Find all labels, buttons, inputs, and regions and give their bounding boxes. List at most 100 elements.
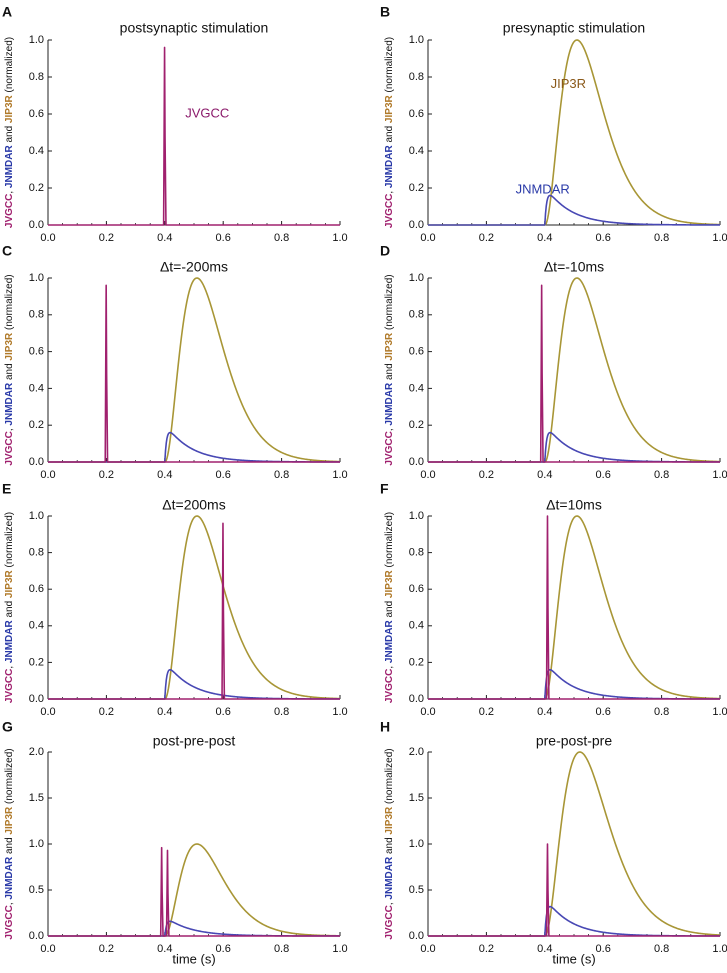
x-axis-label: time (s) [172,951,215,966]
y-label-part: (normalized) [384,274,395,332]
y-axis-label: JVGCC, JNMDAR and JIP3R (normalized) [4,37,15,228]
y-label-part: JVGCC [4,194,15,228]
x-tick-label: 0.2 [99,943,114,955]
y-tick-label: 2.0 [29,746,44,758]
y-tick-label: 0.4 [29,620,44,632]
y-axis-label: JVGCC, JNMDAR and JIP3R (normalized) [384,274,395,465]
y-label-part: , [4,900,15,906]
x-tick-label: 0.2 [99,706,114,718]
x-tick-label: 0.6 [216,706,231,718]
x-tick-label: 1.0 [712,469,727,481]
y-label-part: (normalized) [384,748,395,806]
y-label-part: (normalized) [384,512,395,570]
x-tick-label: 0.8 [274,706,289,718]
x-tick-label: 0.8 [654,706,669,718]
y-label-part: , [384,188,395,194]
y-label-part: and [4,835,15,857]
y-tick-label: 0.0 [29,930,44,942]
y-axis-label: JVGCC, JNMDAR and JIP3R (normalized) [4,512,15,703]
series-jvgcc [428,284,720,463]
annotation-jip3r: JIP3R [551,76,586,91]
y-label-part: JNMDAR [4,145,15,189]
y-label-part: (normalized) [4,748,15,806]
y-label-part: , [384,663,395,669]
y-tick-label: 0.6 [409,346,424,358]
y-tick-label: 0.2 [29,182,44,194]
x-tick-label: 0.0 [420,706,435,718]
y-tick-label: 0.2 [29,656,44,668]
y-tick-label: 1.0 [409,838,424,850]
x-tick-label: 0.6 [596,232,611,244]
y-label-part: JIP3R [4,806,15,835]
x-tick-label: 0.8 [654,232,669,244]
series-jvgcc [48,522,340,700]
y-label-part: JVGCC [384,431,395,465]
panel-title: Δt=10ms [546,497,602,513]
y-label-part: JVGCC [4,905,15,939]
y-tick-label: 0.4 [29,382,44,394]
y-label-part: , [384,900,395,906]
panel-title: Δt=200ms [162,497,225,513]
y-label-part: and [4,123,15,145]
y-label-part: and [384,123,395,145]
y-label-part: JIP3R [4,569,15,598]
y-tick-label: 0.6 [29,108,44,120]
annotation-jnmdar: JNMDAR [516,181,570,196]
y-tick-label: 0.8 [409,309,424,321]
y-label-part: JVGCC [384,669,395,703]
y-label-part: and [384,598,395,620]
y-label-part: and [4,361,15,383]
y-tick-label: 0.2 [29,419,44,431]
x-tick-label: 0.2 [99,469,114,481]
y-tick-label: 2.0 [409,746,424,758]
y-tick-label: 1.0 [409,34,424,46]
x-tick-label: 0.8 [274,469,289,481]
series-jip3r [47,277,341,463]
x-tick-label: 0.0 [40,469,55,481]
x-tick-label: 1.0 [332,706,347,718]
panel-letter: H [380,719,390,735]
x-tick-label: 0.2 [479,469,494,481]
y-tick-label: 0.2 [409,419,424,431]
y-label-part: JNMDAR [4,856,15,900]
x-tick-label: 0.2 [479,943,494,955]
x-tick-label: 0.8 [654,943,669,955]
x-tick-label: 0.0 [40,706,55,718]
y-tick-label: 1.0 [409,272,424,284]
panel-E: E Δt=200ms 0.0 0.2 0.4 0.6 0.8 1.0 0.0 0.2 0.4 0.6 0… [2,481,348,718]
panel-letter: G [2,719,13,735]
series-jip3r [47,843,341,937]
series-jvgcc [428,515,720,700]
series-jip3r [427,751,721,937]
y-tick-label: 0.0 [409,456,424,468]
series-jip3r [427,39,721,226]
x-tick-label: 0.4 [157,469,172,481]
y-label-part: (normalized) [4,37,15,95]
y-tick-label: 0.6 [29,583,44,595]
series-jnmdar [427,905,721,937]
y-tick-label: 0.0 [409,930,424,942]
y-label-part: JNMDAR [4,382,15,426]
x-tick-label: 0.0 [40,943,55,955]
x-tick-label: 0.4 [537,706,552,718]
x-tick-label: 0.4 [537,232,552,244]
y-axis-label: JVGCC, JNMDAR and JIP3R (normalized) [4,748,15,939]
x-tick-label: 0.6 [216,469,231,481]
annotation-jvgcc: JVGCC [185,105,229,120]
y-label-part: JIP3R [384,94,395,123]
x-tick-label: 1.0 [332,232,347,244]
y-axis-label: JVGCC, JNMDAR and JIP3R (normalized) [384,512,395,703]
y-tick-label: 0.4 [409,145,424,157]
y-label-part: JVGCC [384,194,395,228]
y-label-part: (normalized) [4,274,15,332]
x-tick-label: 1.0 [712,706,727,718]
y-tick-label: 0.8 [29,309,44,321]
x-tick-label: 1.0 [712,232,727,244]
y-tick-label: 0.5 [29,884,44,896]
y-label-part: JIP3R [4,332,15,361]
y-tick-label: 0.4 [29,145,44,157]
x-tick-label: 1.0 [332,943,347,955]
